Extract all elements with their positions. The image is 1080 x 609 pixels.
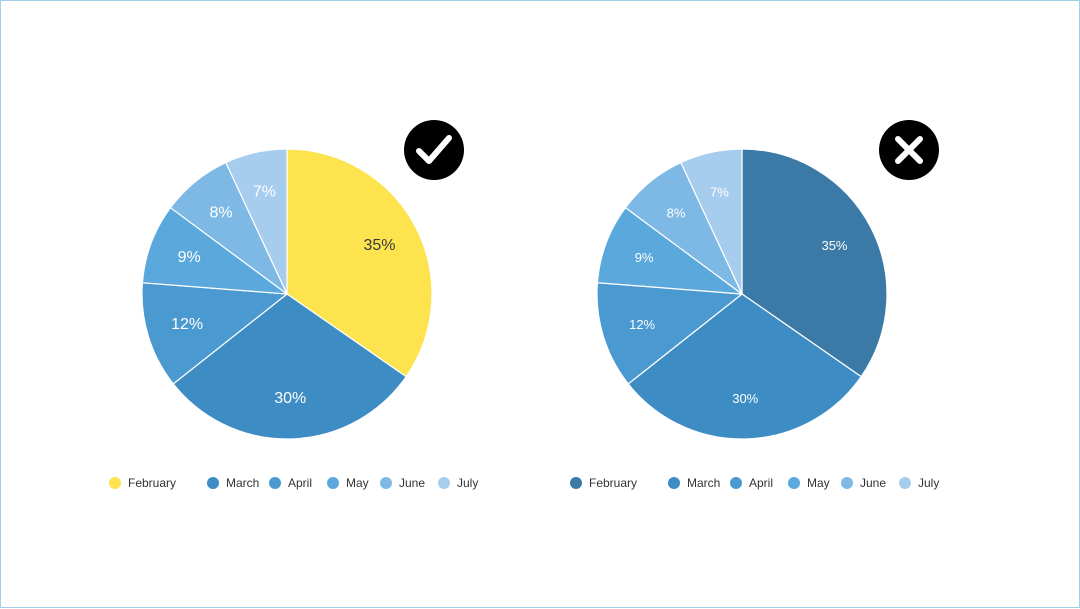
legend-swatch-may bbox=[788, 477, 800, 489]
pie-slice-march bbox=[627, 293, 862, 440]
legend-swatch-april bbox=[269, 477, 281, 489]
legend-label-march: March bbox=[687, 476, 720, 490]
pie-slice-february bbox=[286, 148, 433, 378]
slice-label-july: 7% bbox=[710, 185, 729, 200]
legend-label-may: May bbox=[346, 476, 369, 490]
cross-icon bbox=[879, 120, 939, 180]
legend-label-july: July bbox=[918, 476, 939, 490]
slice-label-may: 9% bbox=[635, 250, 654, 265]
pie-slice-july bbox=[680, 148, 743, 295]
legend-bad: February March April May June July bbox=[570, 476, 939, 490]
legend-swatch-july bbox=[438, 477, 450, 489]
legend-swatch-february bbox=[570, 477, 582, 489]
pie-chart-bad: 35% 30% 12% 9% 8% 7% February March April May June… bbox=[570, 120, 939, 490]
checkmark-icon bbox=[404, 120, 464, 180]
slice-label-april: 12% bbox=[629, 317, 655, 332]
legend-swatch-april bbox=[730, 477, 742, 489]
pie-slice-april bbox=[596, 282, 744, 385]
legend-good: February March April May June July bbox=[109, 476, 478, 490]
pie-slice-february bbox=[741, 148, 888, 378]
slice-label-june: 8% bbox=[209, 205, 232, 222]
legend-label-may: May bbox=[807, 476, 830, 490]
slice-label-february: 35% bbox=[821, 238, 847, 253]
legend-label-february: February bbox=[589, 476, 637, 490]
pie-chart-good: 35% 30% 12% 9% 8% 7% February March April May June… bbox=[109, 120, 478, 490]
slice-label-may: 9% bbox=[178, 249, 201, 266]
legend-swatch-may bbox=[327, 477, 339, 489]
legend-label-april: April bbox=[288, 476, 312, 490]
slice-label-march: 30% bbox=[732, 391, 758, 406]
slice-label-june: 8% bbox=[667, 206, 686, 221]
slice-label-july: 7% bbox=[253, 184, 276, 201]
legend-label-february: February bbox=[128, 476, 176, 490]
legend-label-june: June bbox=[860, 476, 886, 490]
legend-label-june: June bbox=[399, 476, 425, 490]
legend-swatch-march bbox=[207, 477, 219, 489]
pie-slice-april bbox=[141, 282, 289, 385]
slice-label-april: 12% bbox=[171, 316, 203, 333]
legend-label-july: July bbox=[457, 476, 478, 490]
legend-swatch-july bbox=[899, 477, 911, 489]
pie-slice-march bbox=[172, 293, 407, 440]
pie-slice-may bbox=[141, 206, 290, 295]
legend-swatch-june bbox=[841, 477, 853, 489]
pie-slice-may bbox=[596, 206, 745, 295]
legend-swatch-february bbox=[109, 477, 121, 489]
legend-label-march: March bbox=[226, 476, 259, 490]
legend-swatch-march bbox=[668, 477, 680, 489]
slice-label-february: 35% bbox=[363, 237, 395, 254]
slice-label-march: 30% bbox=[274, 390, 306, 407]
legend-swatch-june bbox=[380, 477, 392, 489]
pie-slice-july bbox=[225, 148, 288, 295]
legend-label-april: April bbox=[749, 476, 773, 490]
